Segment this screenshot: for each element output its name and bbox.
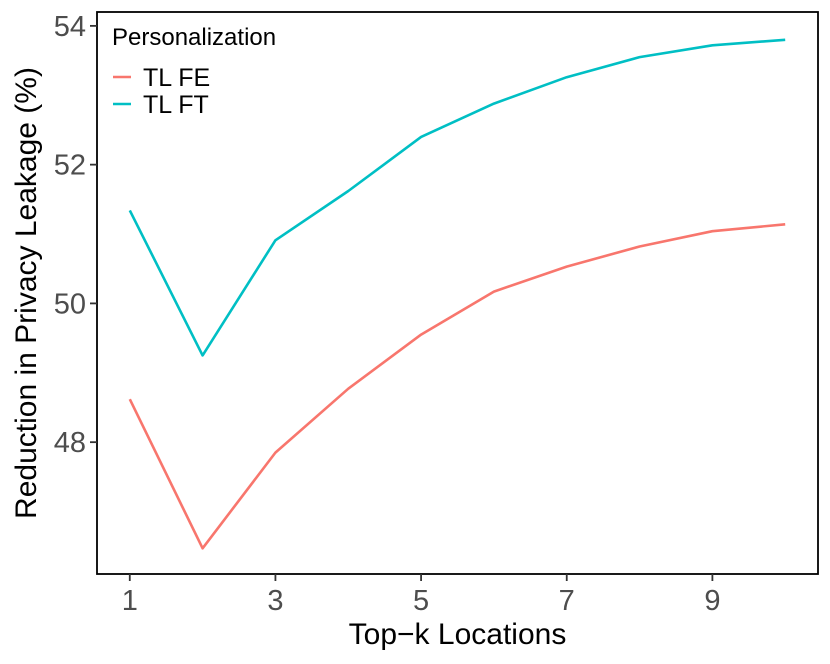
- series-line-2: [128, 38, 786, 357]
- x-tick-label: 1: [122, 585, 138, 617]
- x-axis-title: Top−k Locations: [349, 618, 567, 651]
- y-tick-label: 48: [54, 427, 86, 459]
- y-tick-label: 54: [54, 11, 86, 43]
- y-tick-label: 50: [54, 288, 86, 320]
- x-tick-label: 9: [704, 585, 720, 617]
- axis-ticks: 48 50 52 54 1 3 5 7 9: [54, 11, 721, 617]
- legend-label: TL FT: [143, 91, 209, 119]
- legend-title: Personalization: [112, 24, 276, 51]
- x-tick-label: 5: [413, 585, 429, 617]
- x-tick-label: 7: [559, 585, 575, 617]
- series-line-1: [128, 223, 786, 550]
- y-tick-label: 52: [54, 150, 86, 182]
- x-tick-label: 3: [267, 585, 283, 617]
- series-layer: [128, 38, 786, 550]
- y-axis-title: Reduction in Privacy Leakage (%): [10, 67, 43, 519]
- legend-label: TL FE: [143, 64, 210, 92]
- plot-frame: [96, 11, 819, 575]
